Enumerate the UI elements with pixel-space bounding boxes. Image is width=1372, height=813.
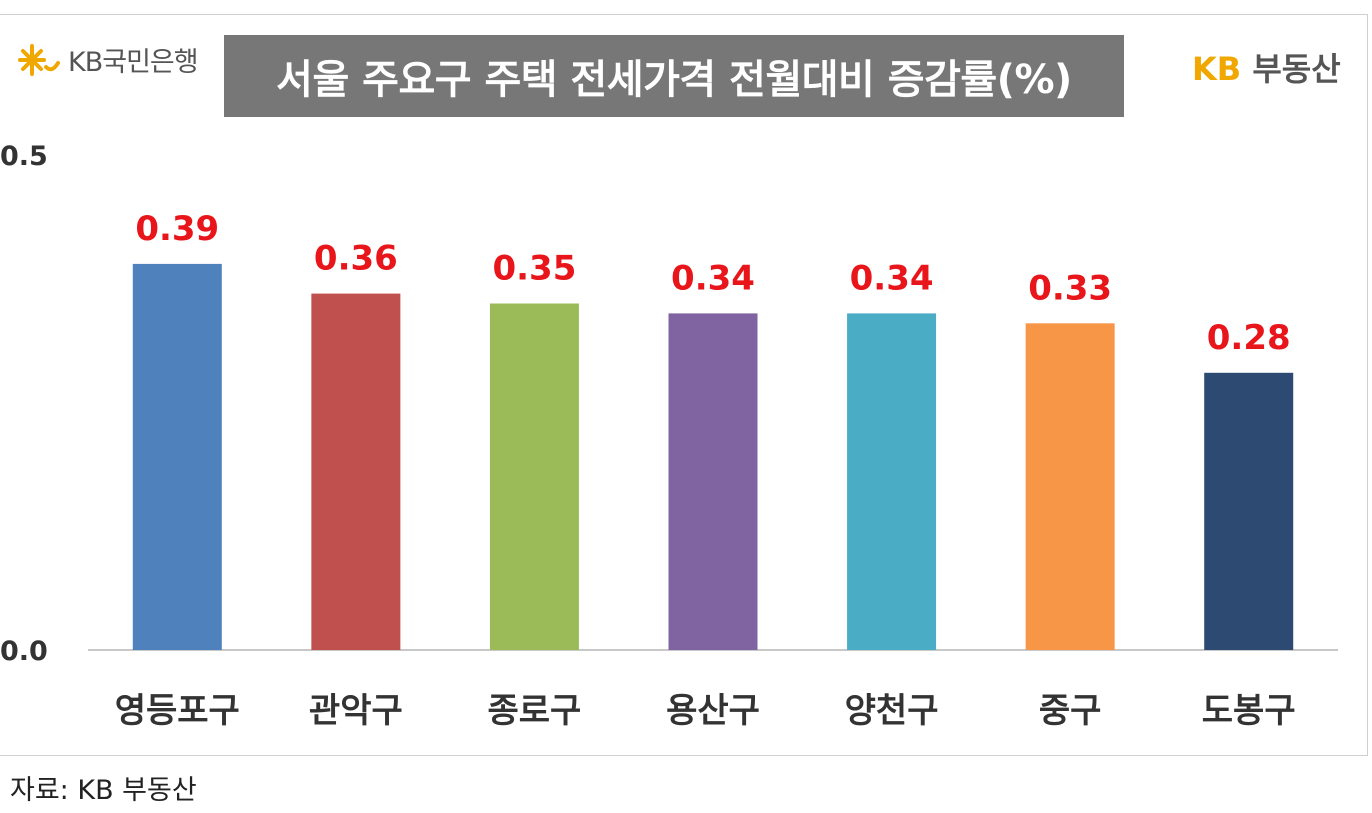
x-tick-label: 관악구 [309,691,403,731]
bar [668,313,758,650]
kb-land-logo-name: 부동산 [1252,50,1341,88]
bar [847,313,937,650]
bar [132,263,222,650]
x-tick-label: 영등포구 [115,691,240,731]
data-label: 0.28 [1207,318,1291,358]
kb-star-icon [18,43,60,76]
x-tick-label: 용산구 [666,691,760,731]
data-label: 0.33 [1028,268,1112,308]
data-label: 0.36 [314,239,398,279]
source-note: 자료: KB 부동산 [10,775,197,806]
data-label: 0.34 [850,258,934,298]
data-label: 0.39 [135,209,219,249]
kb-land-logo: KB 부동산 [1192,44,1341,90]
data-label: 0.34 [671,258,755,298]
x-tick-label: 양천구 [845,691,939,731]
chart-frame [0,14,1368,756]
y-tick-label: 0.0 [0,636,48,667]
title-banner: 서울 주요구 주택 전세가격 전월대비 증감률(%) [224,35,1124,117]
kb-bank-logo-text: KB국민은행 [68,47,199,78]
data-label: 0.35 [492,249,576,289]
x-tick-label: 도봉구 [1202,691,1296,731]
chart-title: 서울 주요구 주택 전세가격 전월대비 증감률(%) [276,57,1072,103]
kb-land-logo-kb: KB [1192,50,1242,88]
bar [1204,372,1294,650]
kb-bank-logo: KB국민은행 [18,40,199,79]
y-tick-label: 0.5 [0,141,48,172]
x-tick-label: 중구 [1039,691,1102,731]
bar [311,293,401,650]
bar [489,303,579,650]
bar [1025,323,1115,650]
x-tick-label: 종로구 [488,691,582,731]
